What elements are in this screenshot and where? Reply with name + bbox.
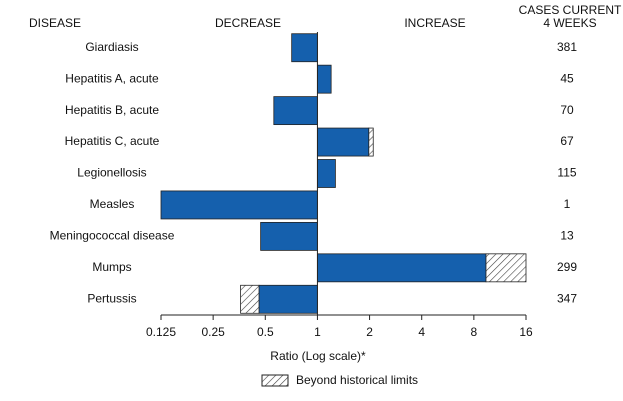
cases-value: 299 <box>557 260 577 274</box>
header-decrease: DECREASE <box>215 16 281 30</box>
category-label: Pertussis <box>87 291 136 305</box>
x-tick-label: 0.5 <box>257 325 274 339</box>
bar <box>317 159 336 188</box>
header-cases: CASES CURRENT <box>519 3 622 17</box>
category-label: Hepatitis A, acute <box>65 71 159 85</box>
x-tick-label: 0.25 <box>201 325 225 339</box>
cases-value: 67 <box>560 134 574 148</box>
x-tick-label: 1 <box>314 325 321 339</box>
x-tick-label: 16 <box>519 325 533 339</box>
cases-value: 70 <box>560 103 574 117</box>
category-label: Measles <box>90 197 135 211</box>
cases-value: 13 <box>560 229 574 243</box>
cases-value: 45 <box>560 71 574 85</box>
cases-value: 347 <box>557 291 577 305</box>
category-label: Legionellosis <box>77 166 146 180</box>
legend-label: Beyond historical limits <box>296 373 418 387</box>
category-label: Mumps <box>92 260 131 274</box>
cases-value: 1 <box>564 197 571 211</box>
bar-beyond-limits <box>485 253 527 283</box>
bar <box>160 190 318 220</box>
bar <box>258 284 318 314</box>
header-increase: INCREASE <box>404 16 465 30</box>
x-tick-label: 4 <box>418 325 425 339</box>
header-disease: DISEASE <box>29 16 81 30</box>
bar-beyond-limits <box>368 127 374 157</box>
x-tick-label: 2 <box>366 325 373 339</box>
bar <box>317 253 487 283</box>
bar <box>317 64 332 94</box>
bar <box>291 33 318 63</box>
bar <box>317 127 370 157</box>
bar-beyond-limits <box>240 284 260 314</box>
cases-value: 115 <box>557 166 576 180</box>
bar <box>273 96 318 126</box>
category-label: Giardiasis <box>85 40 138 54</box>
cases-value: 381 <box>557 40 577 54</box>
bar <box>260 221 318 251</box>
category-label: Hepatitis B, acute <box>65 103 159 117</box>
x-tick-label: 8 <box>471 325 478 339</box>
header-cases: 4 WEEKS <box>543 16 596 30</box>
x-axis-title: Ratio (Log scale)* <box>270 349 366 363</box>
category-label: Hepatitis C, acute <box>65 134 160 148</box>
category-label: Meningococcal disease <box>50 229 175 243</box>
legend-swatch <box>261 374 289 387</box>
x-tick-label: 0.125 <box>146 325 176 339</box>
